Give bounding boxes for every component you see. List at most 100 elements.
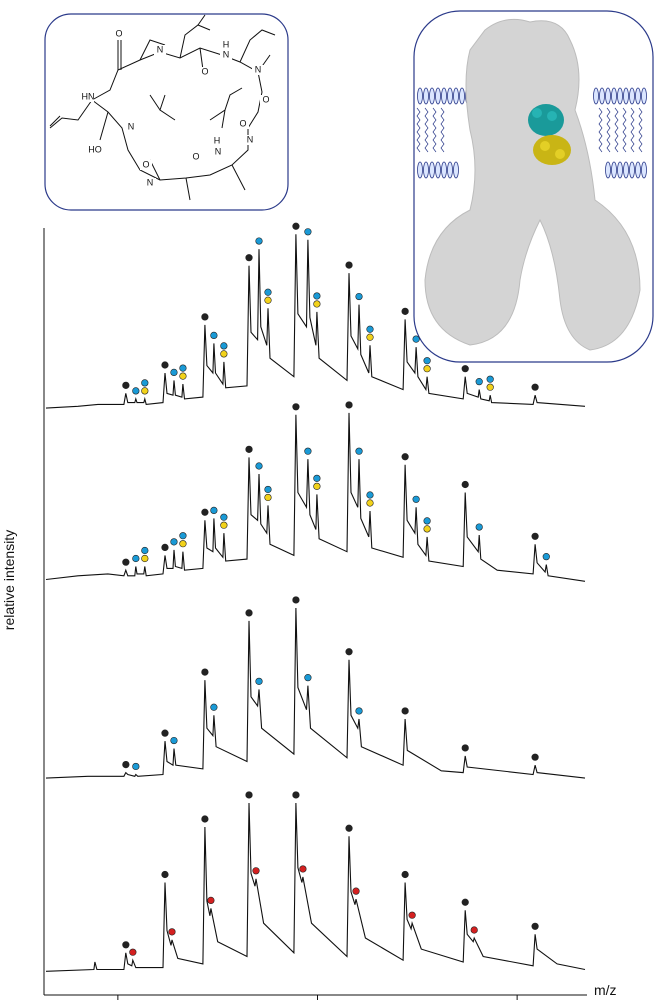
peak-marker	[355, 707, 363, 715]
atom-bg	[220, 50, 232, 60]
peak-marker	[461, 365, 469, 373]
peak-marker	[179, 532, 187, 540]
peak-marker	[264, 485, 272, 494]
peak-marker	[122, 558, 130, 566]
peak-marker	[122, 760, 130, 769]
peak-marker	[161, 870, 169, 879]
peak-marker	[304, 447, 312, 455]
atom-label: H	[214, 135, 221, 145]
peak-marker	[141, 379, 149, 387]
atom-bg	[190, 152, 202, 162]
peak-marker	[352, 887, 360, 895]
atom-bg	[154, 45, 166, 55]
peak-marker	[366, 325, 374, 333]
peak-marker	[141, 554, 149, 563]
peak-marker	[255, 677, 263, 685]
peak-marker	[292, 791, 300, 799]
peak-marker	[355, 447, 363, 455]
peak-marker	[245, 609, 253, 617]
spectrum-line	[45, 234, 586, 409]
peak-marker	[475, 523, 483, 531]
atom-label: O	[239, 118, 246, 128]
peak-marker	[542, 553, 550, 561]
peak-marker	[220, 350, 228, 358]
peak-marker	[179, 540, 187, 548]
peak-marker	[313, 482, 321, 490]
peak-marker	[345, 401, 353, 409]
atom-bg	[144, 178, 156, 188]
peak-marker	[366, 491, 374, 499]
y-axis-label: relative intensity	[1, 530, 17, 630]
peak-marker	[423, 517, 431, 525]
peak-marker	[461, 898, 469, 906]
peak-marker	[531, 753, 539, 761]
peak-marker	[345, 261, 353, 269]
atom-bg	[125, 122, 137, 132]
atom-bg	[237, 119, 249, 129]
peak-marker	[264, 296, 272, 304]
spectrum-line	[45, 607, 586, 779]
atom-bg	[212, 147, 224, 157]
atom-label: O	[115, 28, 122, 38]
atom-bg	[140, 160, 152, 170]
structure-bonds	[49, 14, 276, 201]
peak-marker	[423, 365, 431, 373]
peak-marker	[170, 736, 178, 745]
peak-marker	[531, 922, 539, 930]
atom-bg	[252, 65, 264, 75]
atom-bg	[113, 29, 125, 39]
peak-marker	[220, 521, 228, 529]
peak-marker	[304, 228, 312, 236]
peak-marker	[161, 543, 169, 552]
peak-marker	[168, 928, 176, 936]
peak-marker	[401, 870, 409, 879]
peak-marker	[210, 703, 218, 711]
atom-label: N	[147, 177, 154, 187]
atom-label: N	[128, 121, 135, 131]
atom-label: N	[215, 146, 222, 156]
peak-marker	[132, 762, 140, 771]
atom-label: O	[192, 151, 199, 161]
inset-frame	[44, 13, 289, 211]
spectrum-line	[45, 412, 586, 582]
peak-marker	[132, 554, 140, 563]
protein-surface	[424, 18, 641, 351]
peak-marker	[201, 815, 209, 823]
peak-marker	[486, 375, 494, 383]
peak-marker	[401, 453, 409, 461]
peak-marker	[132, 387, 140, 395]
peak-marker	[264, 493, 272, 502]
peak-marker	[252, 867, 260, 875]
peak-marker	[179, 372, 187, 380]
peak-marker	[129, 948, 137, 956]
atom-label: O	[142, 159, 149, 169]
peak-marker	[220, 342, 228, 350]
peak-marker	[245, 791, 253, 799]
atom-bg	[244, 135, 256, 145]
peak-marker	[264, 288, 272, 296]
atom-bg	[260, 95, 272, 105]
peak-marker	[531, 532, 539, 540]
peak-marker	[461, 480, 469, 489]
atom-label: N	[157, 44, 164, 54]
peak-marker	[201, 508, 209, 516]
peak-marker	[179, 364, 187, 372]
peak-marker	[201, 313, 209, 321]
peak-marker	[401, 307, 409, 315]
peak-marker	[170, 368, 178, 377]
peak-marker	[245, 445, 253, 453]
peak-marker	[255, 237, 263, 245]
atom-bg	[82, 92, 94, 102]
peak-marker	[299, 865, 307, 873]
peak-marker	[345, 648, 353, 656]
atom-label: N	[255, 64, 262, 74]
peak-marker	[292, 403, 300, 411]
peak-marker	[366, 499, 374, 507]
peak-marker	[210, 506, 218, 515]
peak-marker	[423, 357, 431, 365]
x-axis-label: m/z	[594, 982, 617, 998]
peak-marker	[470, 926, 478, 934]
peak-marker	[220, 513, 228, 521]
atom-label: HO	[88, 144, 102, 154]
